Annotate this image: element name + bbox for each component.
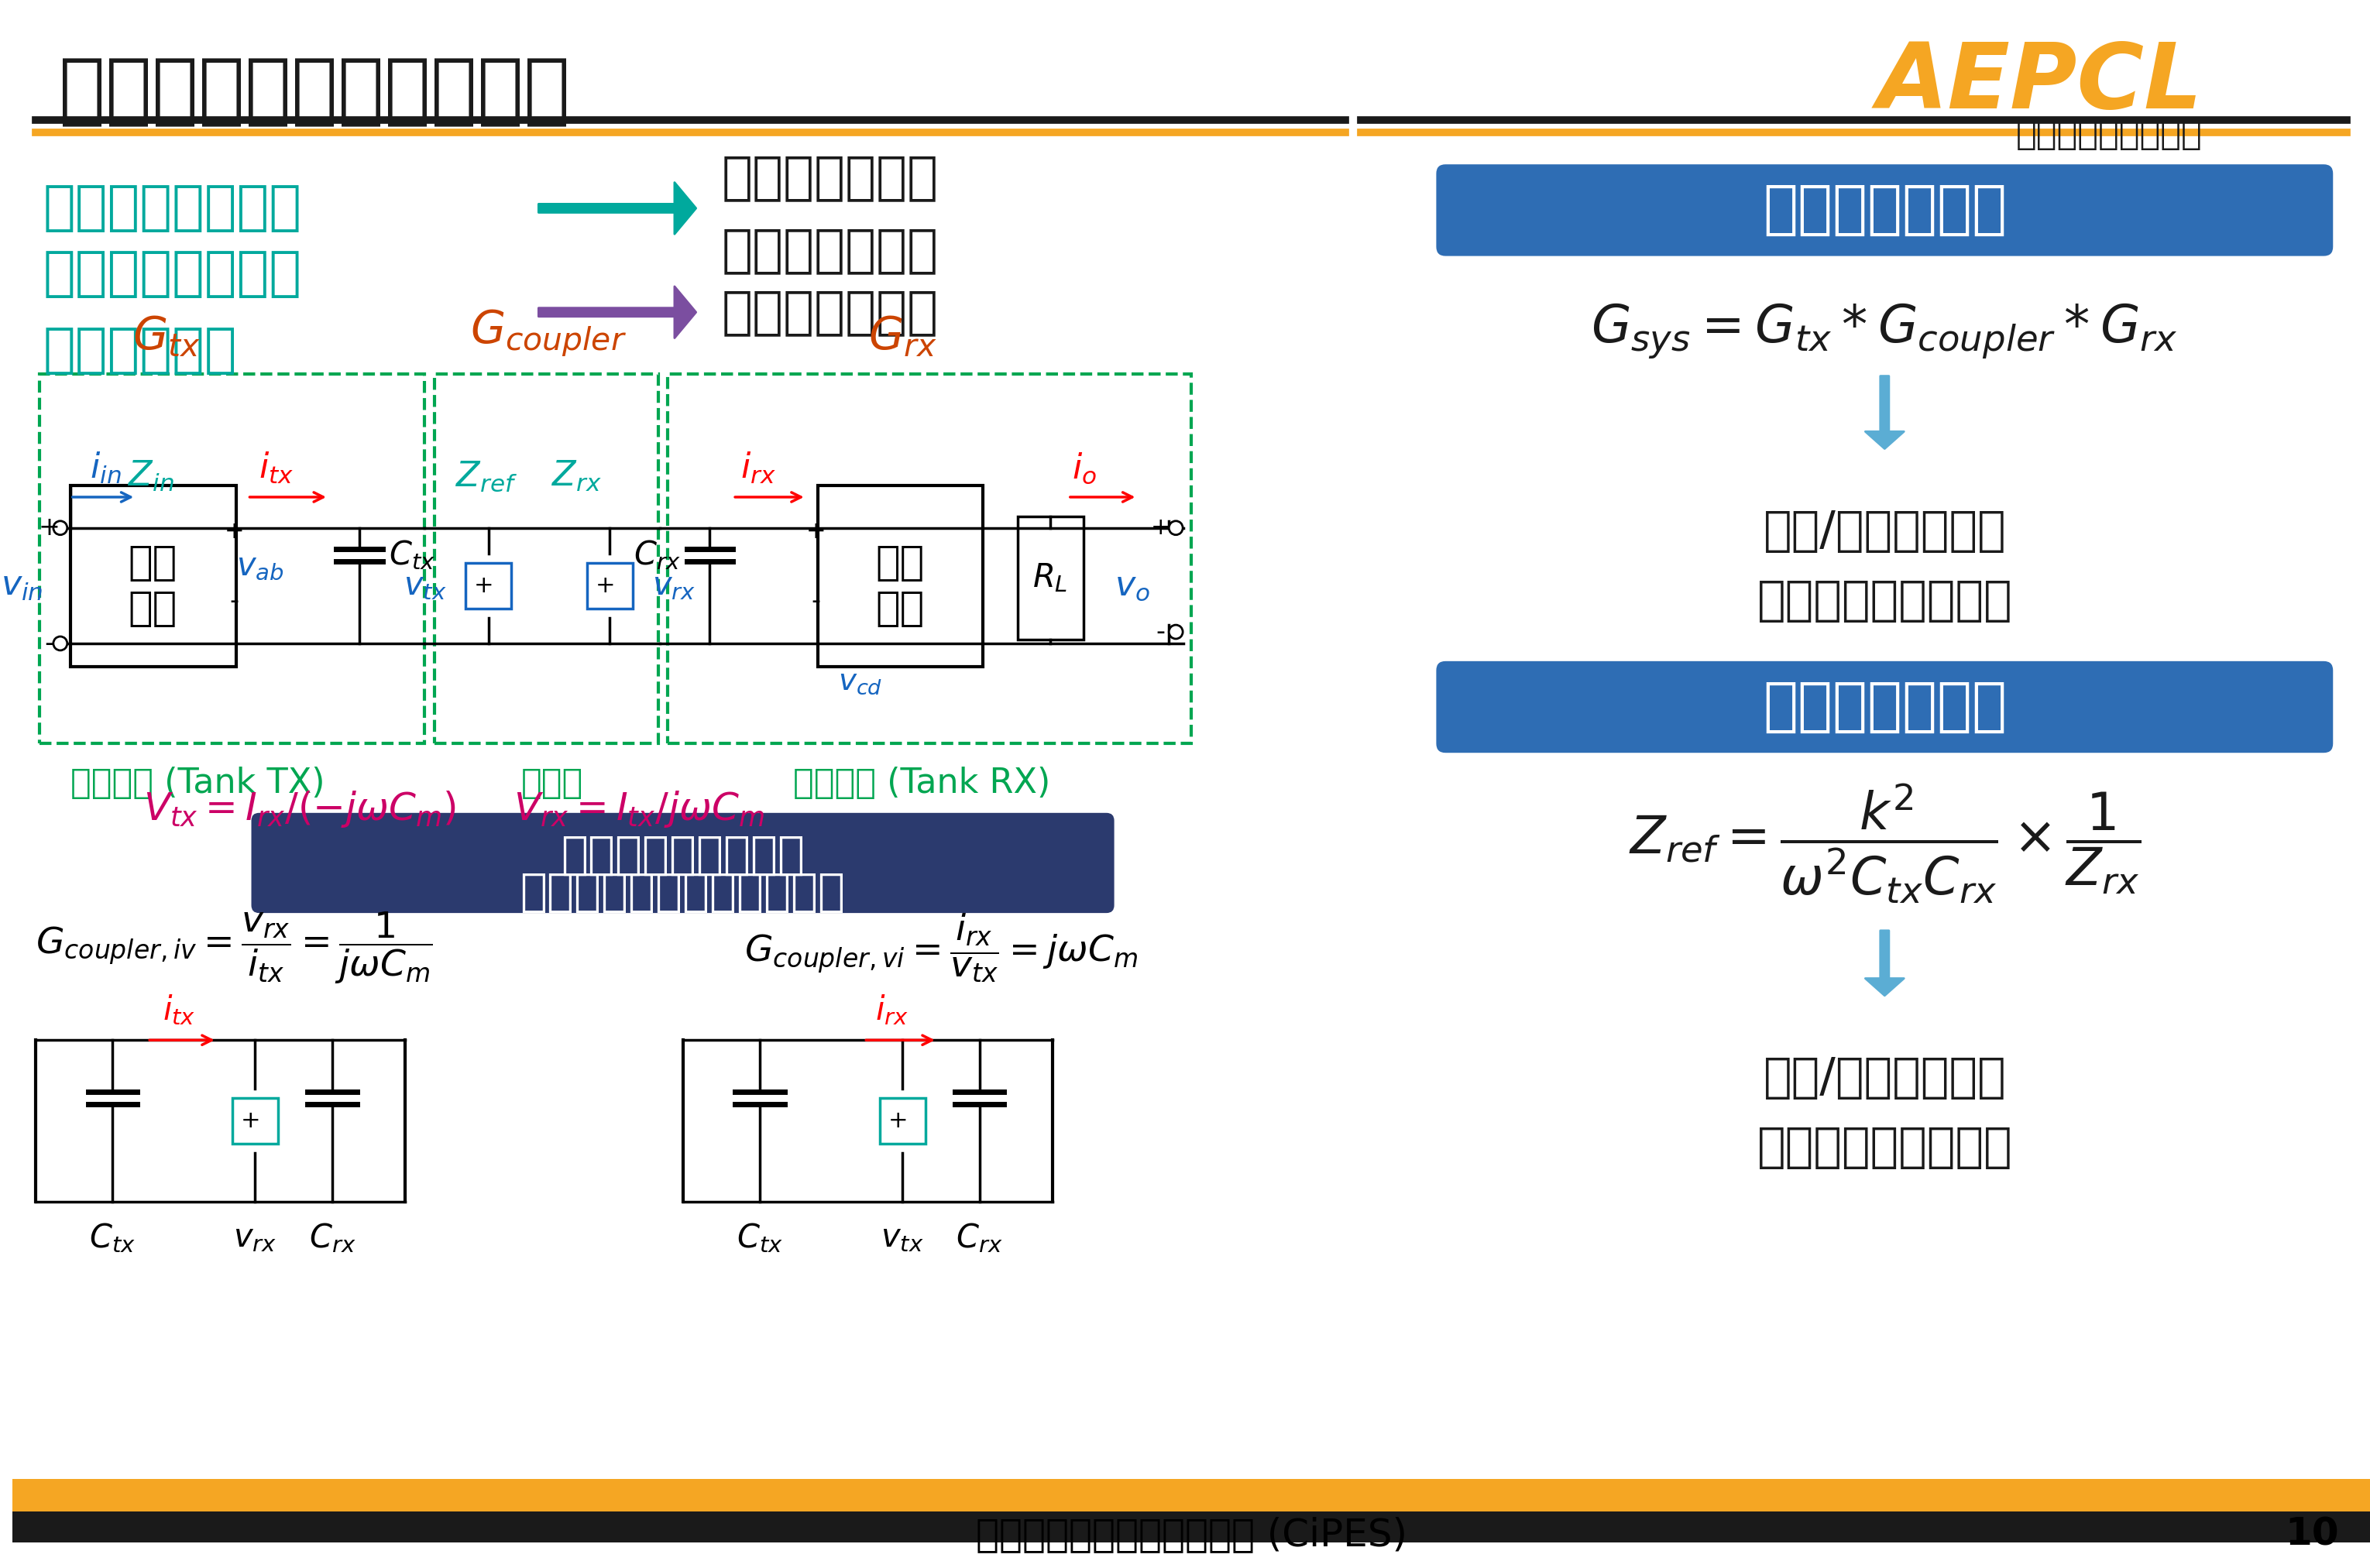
Text: +: + — [1149, 517, 1171, 539]
Text: 原边谐振 (Tank TX): 原边谐振 (Tank TX) — [71, 767, 325, 800]
Text: 增加系统的可控性: 增加系统的可控性 — [43, 182, 301, 234]
Text: $v_o$: $v_o$ — [1114, 569, 1149, 602]
Text: $v_{tx}$: $v_{tx}$ — [882, 1221, 924, 1254]
Text: +: + — [38, 516, 59, 541]
Text: +: + — [474, 574, 493, 597]
Text: +: + — [595, 574, 614, 597]
Text: $v_{ab}$: $v_{ab}$ — [237, 550, 284, 583]
Text: 耦合无关性谐振: 耦合无关性谐振 — [720, 152, 939, 202]
Text: 副边谐振 (Tank RX): 副边谐振 (Tank RX) — [794, 767, 1050, 800]
Text: 高阶谐振网络的设计目标: 高阶谐振网络的设计目标 — [59, 55, 569, 129]
Circle shape — [1168, 521, 1183, 535]
Text: +: + — [225, 521, 244, 543]
Text: $v_{cd}$: $v_{cd}$ — [837, 666, 882, 696]
Text: 先进电能变换实验室: 先进电能变换实验室 — [2014, 118, 2202, 151]
Text: 10: 10 — [2285, 1516, 2339, 1552]
Bar — [668, 373, 1192, 743]
Text: 负载无关性输出: 负载无关性输出 — [1763, 182, 2007, 238]
Text: $Z_{ref} = \dfrac{k^2}{\omega^2 C_{tx} C_{rx}} \times \dfrac{1}{Z_{rx}}$: $Z_{ref} = \dfrac{k^2}{\omega^2 C_{tx} C… — [1628, 782, 2140, 905]
FancyBboxPatch shape — [1436, 165, 2332, 256]
Text: 反射阻抗纯阻性: 反射阻抗纯阻性 — [1763, 679, 2007, 735]
Text: 原边: 原边 — [128, 543, 178, 583]
Text: $Z_{in}$: $Z_{in}$ — [128, 459, 175, 494]
Text: -: - — [230, 588, 239, 613]
Text: $v_{rx}$: $v_{rx}$ — [652, 569, 694, 602]
Text: $V_{tx} = I_{rx}/(-j\omega C_m)$: $V_{tx} = I_{rx}/(-j\omega C_m)$ — [145, 789, 457, 829]
Bar — [818, 486, 984, 666]
Text: $i_{rx}$: $i_{rx}$ — [739, 450, 775, 486]
Bar — [1017, 516, 1083, 640]
Text: $G_{rx}$: $G_{rx}$ — [867, 314, 936, 359]
Text: $C_{tx}$: $C_{tx}$ — [737, 1221, 782, 1254]
Text: $i_o$: $i_o$ — [1071, 452, 1097, 486]
Text: $C_{rx}$: $C_{rx}$ — [955, 1221, 1003, 1254]
Text: 补偿: 补偿 — [128, 588, 178, 629]
Circle shape — [1168, 626, 1183, 638]
Text: $V_{rx} = I_{tx}/j\omega C_m$: $V_{rx} = I_{tx}/j\omega C_m$ — [514, 789, 763, 829]
Bar — [434, 373, 659, 743]
Text: $Z_{rx}$: $Z_{rx}$ — [552, 459, 602, 494]
Text: 提高系统效率: 提高系统效率 — [43, 325, 237, 376]
Text: 源边/副边谐振必须: 源边/副边谐振必须 — [1763, 510, 2005, 555]
Text: $i_{in}$: $i_{in}$ — [90, 450, 121, 486]
Text: $G_{coupler,iv} = \dfrac{v_{rx}}{i_{tx}} = \dfrac{1}{j\omega C_m}$: $G_{coupler,iv} = \dfrac{v_{rx}}{i_{tx}}… — [36, 909, 434, 986]
Text: $i_{tx}$: $i_{tx}$ — [164, 993, 197, 1027]
Text: $v_{tx}$: $v_{tx}$ — [403, 569, 446, 602]
FancyBboxPatch shape — [251, 812, 1114, 913]
Text: $C_{tx}$: $C_{tx}$ — [90, 1221, 135, 1254]
Text: AEPCL: AEPCL — [1877, 39, 2202, 129]
Text: 补偿: 补偿 — [875, 588, 924, 629]
Text: 副边: 副边 — [875, 543, 924, 583]
Text: 源边/副边谐振必须: 源边/副边谐振必须 — [1763, 1055, 2005, 1101]
Text: $v_{in}$: $v_{in}$ — [0, 569, 43, 602]
Text: +: + — [806, 521, 827, 543]
Text: $C_{rx}$: $C_{rx}$ — [308, 1221, 356, 1254]
Text: $G_{coupler,vi} = \dfrac{i_{rx}}{v_{tx}} = j\omega C_m$: $G_{coupler,vi} = \dfrac{i_{rx}}{v_{tx}}… — [744, 911, 1138, 985]
Bar — [71, 486, 237, 666]
Text: 实现反射阻抗纯阻性: 实现反射阻抗纯阻性 — [1756, 1126, 2012, 1171]
Text: $C_{tx}$: $C_{tx}$ — [389, 538, 436, 571]
Text: $Z_{ref}$: $Z_{ref}$ — [455, 459, 517, 494]
Text: 负载无关性输出: 负载无关性输出 — [720, 226, 939, 276]
Bar — [12, 1512, 2370, 1543]
Text: 实现负载无关性输出: 实现负载无关性输出 — [1756, 579, 2012, 624]
Circle shape — [55, 521, 66, 535]
Text: 感应电压源模型具有: 感应电压源模型具有 — [562, 833, 806, 878]
Text: -: - — [811, 588, 820, 613]
Text: $C_{rx}$: $C_{rx}$ — [633, 538, 680, 571]
Text: 实现耦合无关性谐振的能力: 实现耦合无关性谐振的能力 — [519, 870, 846, 914]
Text: $G_{sys} = G_{tx} * G_{coupler} * G_{rx}$: $G_{sys} = G_{tx} * G_{coupler} * G_{rx}… — [1590, 303, 2178, 361]
Text: $G_{tx}$: $G_{tx}$ — [133, 314, 201, 359]
Text: -: - — [45, 630, 55, 657]
Text: $G_{coupler}$: $G_{coupler}$ — [469, 307, 626, 359]
Text: +: + — [889, 1110, 908, 1132]
Text: 减小电压电流应力: 减小电压电流应力 — [43, 248, 301, 299]
Text: 感应源: 感应源 — [521, 767, 583, 800]
Text: 上海科技大学智慧能源中心 (CiPES): 上海科技大学智慧能源中心 (CiPES) — [976, 1516, 1408, 1552]
Text: $i_{tx}$: $i_{tx}$ — [258, 450, 294, 486]
Text: $R_L$: $R_L$ — [1033, 561, 1069, 594]
Bar — [40, 373, 424, 743]
Text: $v_{rx}$: $v_{rx}$ — [235, 1221, 277, 1254]
Text: 反射阻抗纯阻性: 反射阻抗纯阻性 — [720, 287, 939, 337]
Text: +: + — [242, 1110, 261, 1132]
Text: $i_{rx}$: $i_{rx}$ — [875, 993, 908, 1027]
Text: -: - — [1157, 619, 1166, 644]
FancyBboxPatch shape — [1436, 662, 2332, 753]
Bar — [12, 1479, 2370, 1512]
Circle shape — [55, 637, 66, 651]
